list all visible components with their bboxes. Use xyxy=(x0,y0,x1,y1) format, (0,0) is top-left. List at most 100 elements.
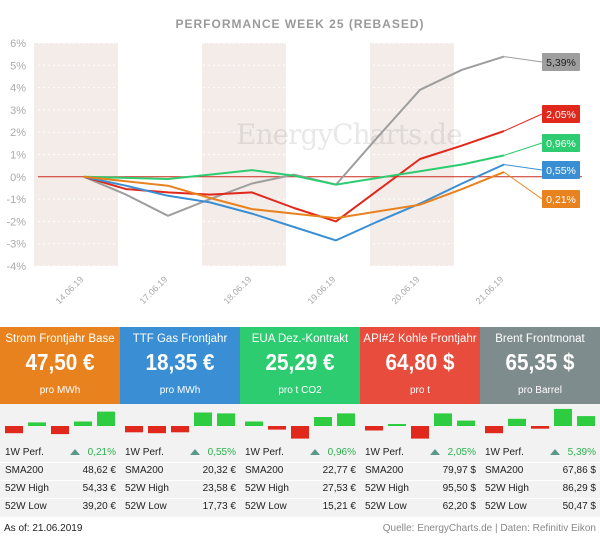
panel-stats: 1W Perf. 0,55% SMA200 20,32 € 52W High 23,5… xyxy=(120,444,240,517)
stat-label: 52W High xyxy=(485,483,529,494)
stat-perf: 1W Perf. 5,39% xyxy=(485,444,596,462)
source-note: Quelle: EnergyCharts.de | Daten: Refinit… xyxy=(382,523,596,534)
up-triangle-icon xyxy=(310,449,320,455)
panel-header: TTF Gas Frontjahr 18,35 € pro MWh xyxy=(120,327,240,404)
stat-perf: 1W Perf. 0,96% xyxy=(245,444,356,462)
panel-header: Brent Frontmonat 65,35 $ pro Barrel xyxy=(480,327,600,404)
up-triangle-icon xyxy=(550,449,560,455)
y-tick-label: -1% xyxy=(6,194,26,206)
stat-low: 52W Low 62,20 $ xyxy=(365,498,476,516)
series-line xyxy=(83,55,505,217)
up-triangle-icon xyxy=(430,449,440,455)
mini-bar xyxy=(217,413,235,426)
stat-label: 1W Perf. xyxy=(485,447,524,458)
y-tick-label: 2% xyxy=(10,127,26,139)
stat-high: 52W High 23,58 € xyxy=(125,480,236,498)
data-label-box xyxy=(542,134,580,152)
panel-header: API#2 Kohle Frontjahr 64,80 $ pro t xyxy=(360,327,480,404)
mini-bar xyxy=(97,411,115,426)
mini-bar xyxy=(74,421,92,426)
mini-bar xyxy=(434,413,452,426)
mini-bar xyxy=(411,426,429,439)
y-tick-label: 6% xyxy=(10,38,26,50)
panel-price: 65,35 $ xyxy=(505,349,575,375)
y-tick-label: 3% xyxy=(10,105,26,117)
y-tick-label: 4% xyxy=(10,83,26,95)
stat-value: 62,20 $ xyxy=(442,501,476,512)
mini-bar xyxy=(577,416,595,426)
performance-chart: PERFORMANCE WEEK 25 (REBASED) 6% 5% 4% 3% 2% 1… xyxy=(6,17,582,306)
mini-bar xyxy=(51,426,69,435)
panel: Brent Frontmonat 65,35 $ pro Barrel 1W P… xyxy=(480,327,600,517)
stat-value: 15,21 € xyxy=(322,501,356,512)
mini-bar xyxy=(508,418,526,426)
mini-bar xyxy=(388,424,406,426)
panel: Strom Frontjahr Base 47,50 € pro MWh 1W … xyxy=(0,327,120,517)
stat-label: 52W Low xyxy=(125,501,167,512)
mini-bar xyxy=(314,417,332,426)
stat-label: SMA200 xyxy=(125,465,164,476)
mini-bar xyxy=(28,422,46,426)
panel-stats: 1W Perf. 0,21% SMA200 48,62 € 52W High 54,3… xyxy=(0,444,120,517)
stat-high: 52W High 27,53 € xyxy=(245,480,356,498)
stat-perf: 1W Perf. 0,21% xyxy=(5,444,116,462)
stat-label: 1W Perf. xyxy=(125,447,164,458)
stat-value: 0,96% xyxy=(327,447,356,458)
panel-stats: 1W Perf. 2,05% SMA200 79,97 $ 52W High 95,5… xyxy=(360,444,480,517)
stat-label: 52W High xyxy=(365,483,409,494)
mini-bar xyxy=(5,426,23,434)
y-tick-label: 5% xyxy=(10,60,26,72)
chart-title: PERFORMANCE WEEK 25 (REBASED) xyxy=(175,17,424,31)
data-label-leader xyxy=(503,56,543,63)
stat-label: 52W High xyxy=(245,483,289,494)
panel-unit: pro t xyxy=(409,385,430,396)
stat-value: 48,62 € xyxy=(82,465,116,476)
x-tick-label: 20.06.19 xyxy=(390,274,422,306)
weekend-band xyxy=(370,43,454,266)
series-line xyxy=(83,130,505,223)
stat-label: 1W Perf. xyxy=(5,447,44,458)
mini-bar xyxy=(337,413,355,426)
panel-unit: pro MWh xyxy=(39,385,81,396)
mini-bar xyxy=(457,420,475,426)
series-line xyxy=(83,154,505,186)
panel: EUA Dez.-Kontrakt 25,29 € pro t CO2 1W P… xyxy=(240,327,360,517)
stat-label: 52W Low xyxy=(365,501,407,512)
panel-price: 25,29 € xyxy=(265,349,335,375)
mini-bar xyxy=(125,426,143,433)
stat-high: 52W High 54,33 € xyxy=(5,480,116,498)
data-label-leader xyxy=(503,113,543,132)
stat-value: 54,33 € xyxy=(82,483,116,494)
stat-low: 52W Low 15,21 € xyxy=(245,498,356,516)
mini-bar xyxy=(531,426,549,429)
data-label: 5,39% xyxy=(546,57,576,69)
stat-value: 86,29 $ xyxy=(562,483,596,494)
commodity-panels: Strom Frontjahr Base 47,50 € pro MWh 1W … xyxy=(0,327,600,517)
panel-header: Strom Frontjahr Base 47,50 € pro MWh xyxy=(0,327,120,404)
data-label: 0,21% xyxy=(546,194,576,206)
up-triangle-icon xyxy=(190,449,200,455)
x-tick-label: 19.06.19 xyxy=(306,274,338,306)
stat-label: 1W Perf. xyxy=(245,447,284,458)
y-tick-label: 0% xyxy=(10,172,26,184)
stat-label: 1W Perf. xyxy=(365,447,404,458)
stat-label: SMA200 xyxy=(5,465,44,476)
y-tick-label: -4% xyxy=(6,261,26,273)
panel: TTF Gas Frontjahr 18,35 € pro MWh 1W Per… xyxy=(120,327,240,517)
panel-bar-chart xyxy=(0,404,120,444)
panel-header: EUA Dez.-Kontrakt 25,29 € pro t CO2 xyxy=(240,327,360,404)
weekend-band xyxy=(34,43,118,266)
data-label-box xyxy=(542,53,580,71)
stat-value: 0,21% xyxy=(87,447,116,458)
panel-bar-chart xyxy=(120,404,240,444)
stat-label: 52W Low xyxy=(485,501,527,512)
panel-unit: pro MWh xyxy=(159,385,201,396)
data-label: 0,96% xyxy=(546,138,576,150)
data-label: 0,55% xyxy=(546,165,576,177)
panel-unit: pro t CO2 xyxy=(278,385,322,396)
stat-label: SMA200 xyxy=(245,465,284,476)
x-tick-label: 21.06.19 xyxy=(474,274,506,306)
data-label-box xyxy=(542,161,580,179)
x-tick-label: 18.06.19 xyxy=(222,274,254,306)
mini-bar xyxy=(148,426,166,434)
